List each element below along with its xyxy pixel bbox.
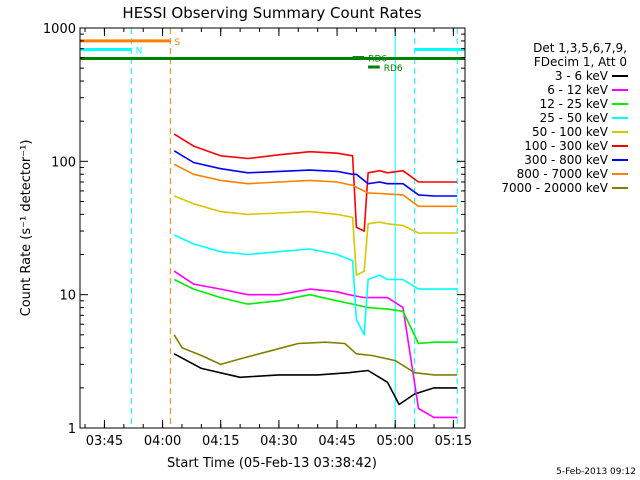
plot-frame	[79, 27, 466, 429]
series-line-0	[173, 353, 458, 406]
legend-label-4: 50 - 100 keV	[532, 125, 609, 139]
series-line-1	[173, 270, 458, 419]
footer-date: 5-Feb-2013 09:12	[556, 467, 636, 477]
annotation-label-3: RD6	[384, 64, 403, 74]
x-tick-label-6: 05:15	[435, 434, 472, 449]
series-line-2	[173, 278, 458, 345]
legend-label-1: 6 - 12 keV	[547, 83, 609, 97]
annotation-label-1: N	[136, 46, 143, 56]
legend-label-2: 12 - 25 keV	[540, 97, 609, 111]
legend-label-8: 7000 - 20000 keV	[501, 181, 608, 195]
x-tick-label-1: 04:00	[144, 434, 181, 449]
y-tick-label-0: 1	[68, 422, 76, 437]
y-tick-label-1: 10	[59, 289, 76, 304]
legend-label-0: 3 - 6 keV	[555, 69, 609, 83]
x-tick-label-3: 04:30	[260, 434, 297, 449]
y-tick-label-2: 100	[51, 155, 76, 170]
x-axis-label: Start Time (05-Feb-13 03:38:42)	[167, 456, 377, 471]
series-line-8	[173, 334, 458, 376]
annotation-label-0: S	[174, 38, 180, 48]
legend-label-5: 100 - 300 keV	[524, 139, 608, 153]
legend-label-7: 800 - 7000 keV	[517, 167, 609, 181]
series-line-6	[173, 150, 458, 197]
annotation-label-4: RD6	[368, 55, 387, 65]
series-line-5	[173, 133, 458, 232]
x-tick-label-4: 04:45	[318, 434, 355, 449]
x-tick-label-2: 04:15	[202, 434, 239, 449]
series-line-3	[173, 234, 458, 336]
legend-label-3: 25 - 50 keV	[540, 111, 609, 125]
x-tick-label-5: 05:00	[376, 434, 413, 449]
legend-header-1: FDecim 1, Att 0	[534, 55, 627, 69]
chart-title: HESSI Observing Summary Count Rates	[122, 4, 421, 22]
x-tick-label-0: 03:45	[86, 434, 123, 449]
legend-header-0: Det 1,3,5,6,7,9,	[533, 41, 627, 55]
y-axis-label: Count Rate (s⁻¹ detector⁻¹)	[19, 140, 34, 317]
legend-label-6: 300 - 800 keV	[524, 153, 608, 167]
y-tick-label-3: 1000	[43, 22, 76, 37]
series-line-4	[173, 195, 458, 277]
series-line-7	[173, 163, 458, 208]
